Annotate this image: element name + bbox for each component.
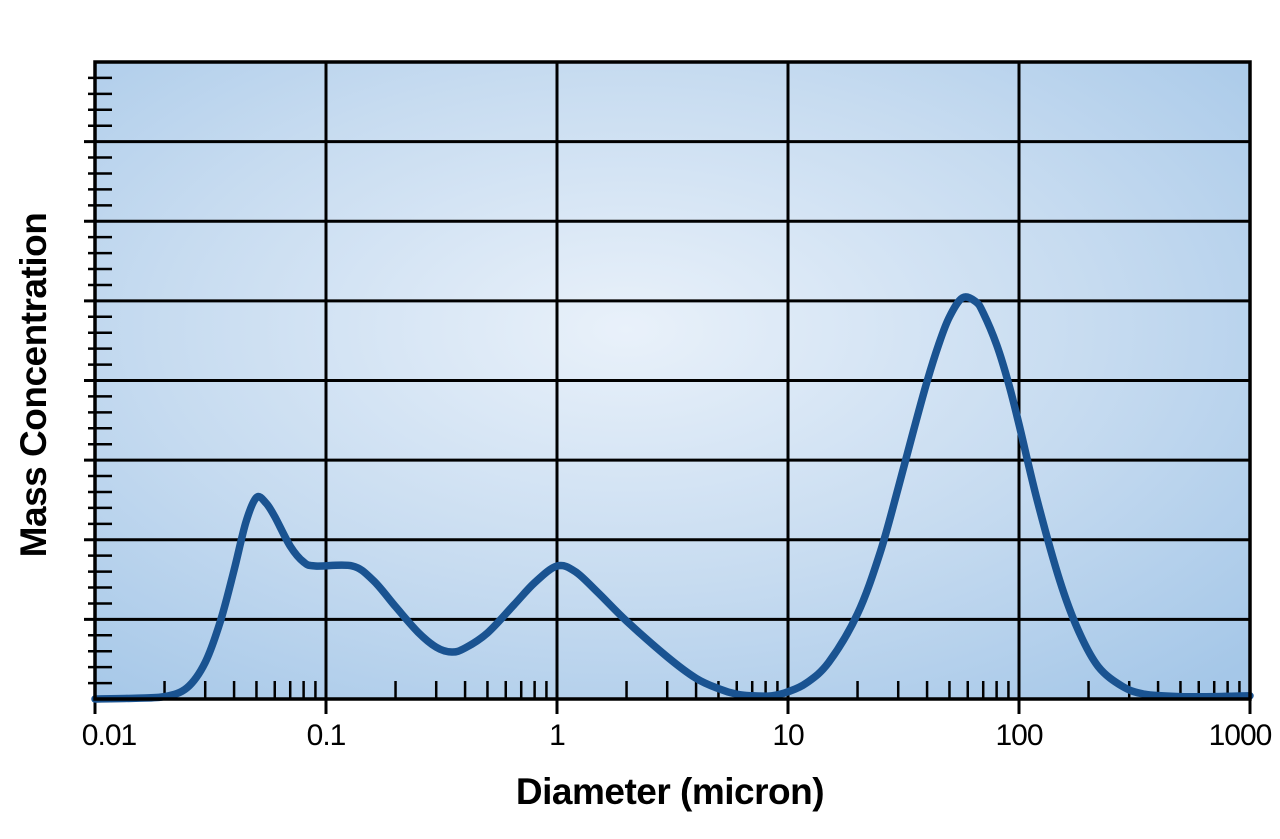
x-axis-title: Diameter (micron) (516, 771, 824, 812)
data-series (91, 293, 1254, 703)
x-axis-tick-labels: 0.01 0.1 1 10 100 1000 (82, 719, 1273, 752)
x-tick-label: 0.1 (307, 719, 346, 752)
plot-border (93, 60, 1252, 701)
gridlines (84, 62, 1252, 714)
x-tick-label: 10 (772, 719, 804, 752)
x-tick-label: 0.01 (82, 719, 137, 752)
mass-concentration-curve (91, 293, 1254, 703)
y-axis-title: Mass Concentration (13, 213, 54, 558)
x-tick-label: 1 (549, 719, 565, 752)
x-tick-label: 1000 (1209, 719, 1272, 752)
x-tick-label: 100 (995, 719, 1042, 752)
